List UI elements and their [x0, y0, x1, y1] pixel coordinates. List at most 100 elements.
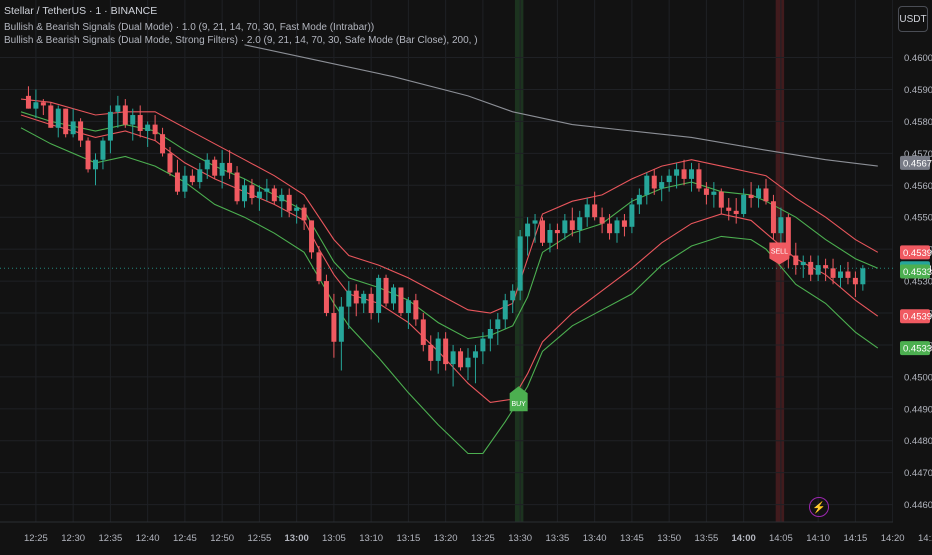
candle [458, 348, 464, 371]
candle [681, 159, 687, 186]
symbol-title[interactable]: Stellar / TetherUS · 1 · BINANCE [4, 5, 158, 17]
price-label-badge: 0.4567 [900, 155, 932, 170]
candle-body [264, 188, 270, 192]
buy-signal-marker[interactable]: BUY [509, 386, 528, 412]
candle [212, 156, 218, 179]
candle [286, 188, 292, 218]
candle-body [569, 220, 575, 230]
candle [346, 281, 352, 329]
time-axis[interactable]: 12:25 12:30 12:35 12:40 12:45 12:50 12:55 13:00… [0, 521, 932, 550]
candle [413, 293, 419, 326]
candle [115, 95, 121, 128]
y-tick-label: 0.4460 [904, 500, 932, 511]
candle-body [338, 306, 344, 342]
candle-body [242, 185, 247, 202]
candle-body [815, 265, 821, 275]
sell-signal-marker[interactable]: SELL [769, 242, 790, 265]
x-tick-label: 12:35 [99, 533, 123, 544]
candle [219, 150, 225, 189]
x-tick-label: 12:25 [24, 533, 48, 544]
candle-body [130, 115, 136, 125]
price-label-bg [900, 341, 930, 356]
y-tick-label: 0.4480 [904, 436, 932, 447]
indicator-line-2 [20, 114, 879, 403]
candle-body [644, 175, 650, 195]
candle [793, 242, 799, 275]
candles [25, 86, 866, 387]
candle-body [435, 338, 441, 361]
lightning-icon[interactable]: ⚡ [809, 497, 829, 517]
candle-body [25, 95, 31, 109]
candle-body [167, 153, 173, 173]
candle [659, 175, 665, 202]
candle-body [830, 268, 836, 278]
currency-button[interactable]: USDT [898, 6, 928, 32]
indicator-line-4 [20, 127, 879, 455]
candle-body [711, 191, 717, 195]
candle-body [525, 223, 531, 237]
candle [376, 274, 382, 323]
indicator-1-label[interactable]: Bullish & Bearish Signals (Dual Mode) · … [4, 22, 375, 33]
candle [93, 153, 98, 186]
candle-body [465, 357, 471, 368]
candle-body [860, 268, 866, 285]
candle-body [249, 185, 255, 199]
x-tick-label: 13:05 [322, 533, 346, 544]
x-tick-label: 13:50 [657, 533, 681, 544]
chart-legend: Stellar / TetherUS · 1 · BINANCE Bullish… [4, 5, 478, 47]
candle-body [204, 159, 210, 170]
candle [301, 204, 307, 230]
candle-body [353, 290, 359, 304]
candle-body [227, 162, 233, 173]
candle [599, 207, 605, 234]
candle [674, 162, 680, 189]
candle-body [376, 277, 382, 314]
candle [852, 271, 858, 298]
candle [279, 188, 285, 218]
candle [361, 290, 367, 314]
candle-body [78, 121, 84, 141]
candle-body [271, 188, 277, 202]
candle-body [361, 293, 367, 304]
y-tick-label: 0.4560 [904, 181, 932, 192]
candle [517, 229, 523, 301]
candle [368, 287, 374, 320]
indicator-lines [20, 44, 879, 455]
candle-body [621, 220, 627, 227]
candle [823, 258, 829, 282]
candle [472, 344, 478, 384]
indicator-2-label[interactable]: Bullish & Bearish Signals (Dual Mode, St… [4, 35, 478, 46]
candle [726, 198, 732, 221]
x-tick-label: 12:50 [210, 533, 234, 544]
x-tick-label: 13:55 [695, 533, 719, 544]
candle [703, 182, 709, 205]
candle-body [741, 194, 747, 215]
candle-body [733, 210, 739, 215]
x-tick-label: 12:45 [173, 533, 197, 544]
candle-body [85, 140, 91, 170]
price-axis[interactable]: 0.44600.44700.44800.44900.45000.45100.45… [893, 0, 932, 550]
candle-body [823, 265, 829, 269]
candle [607, 214, 613, 240]
candle [100, 137, 106, 170]
candle [562, 214, 568, 240]
candle-body [48, 105, 54, 128]
candle-body [532, 220, 538, 224]
candle [756, 185, 762, 208]
candle-body [540, 220, 545, 243]
candle-body [294, 207, 300, 211]
candle-body [487, 328, 493, 339]
candle [323, 274, 329, 317]
candle [450, 344, 456, 387]
buy-signal-shape [509, 386, 528, 412]
candle-body [420, 319, 426, 345]
x-tick-label: 14:10 [806, 533, 830, 544]
price-label-bg [900, 245, 930, 260]
y-tick-label: 0.4570 [904, 149, 932, 160]
candle-body [554, 229, 560, 234]
candle-body [309, 220, 315, 253]
x-tick-label: 13:10 [359, 533, 383, 544]
candle [174, 159, 180, 195]
